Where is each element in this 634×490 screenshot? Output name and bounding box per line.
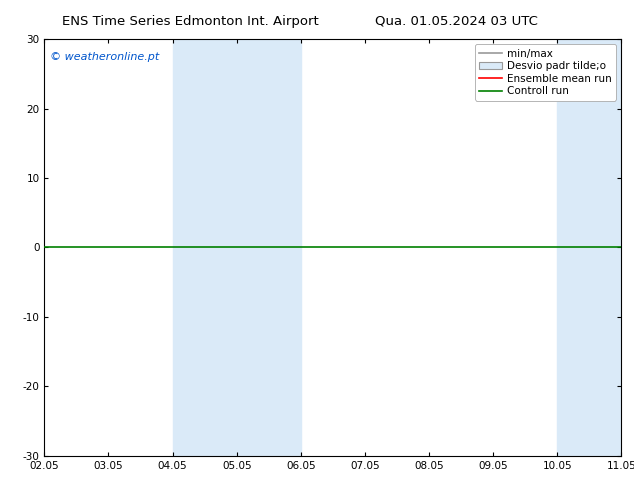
Bar bbox=[557, 39, 621, 456]
Bar bbox=[236, 39, 301, 456]
Text: © weatheronline.pt: © weatheronline.pt bbox=[50, 51, 159, 62]
Text: Qua. 01.05.2024 03 UTC: Qua. 01.05.2024 03 UTC bbox=[375, 15, 538, 28]
Bar bbox=[172, 39, 236, 456]
Legend: min/max, Desvio padr tilde;o, Ensemble mean run, Controll run: min/max, Desvio padr tilde;o, Ensemble m… bbox=[475, 45, 616, 100]
Text: ENS Time Series Edmonton Int. Airport: ENS Time Series Edmonton Int. Airport bbox=[62, 15, 318, 28]
